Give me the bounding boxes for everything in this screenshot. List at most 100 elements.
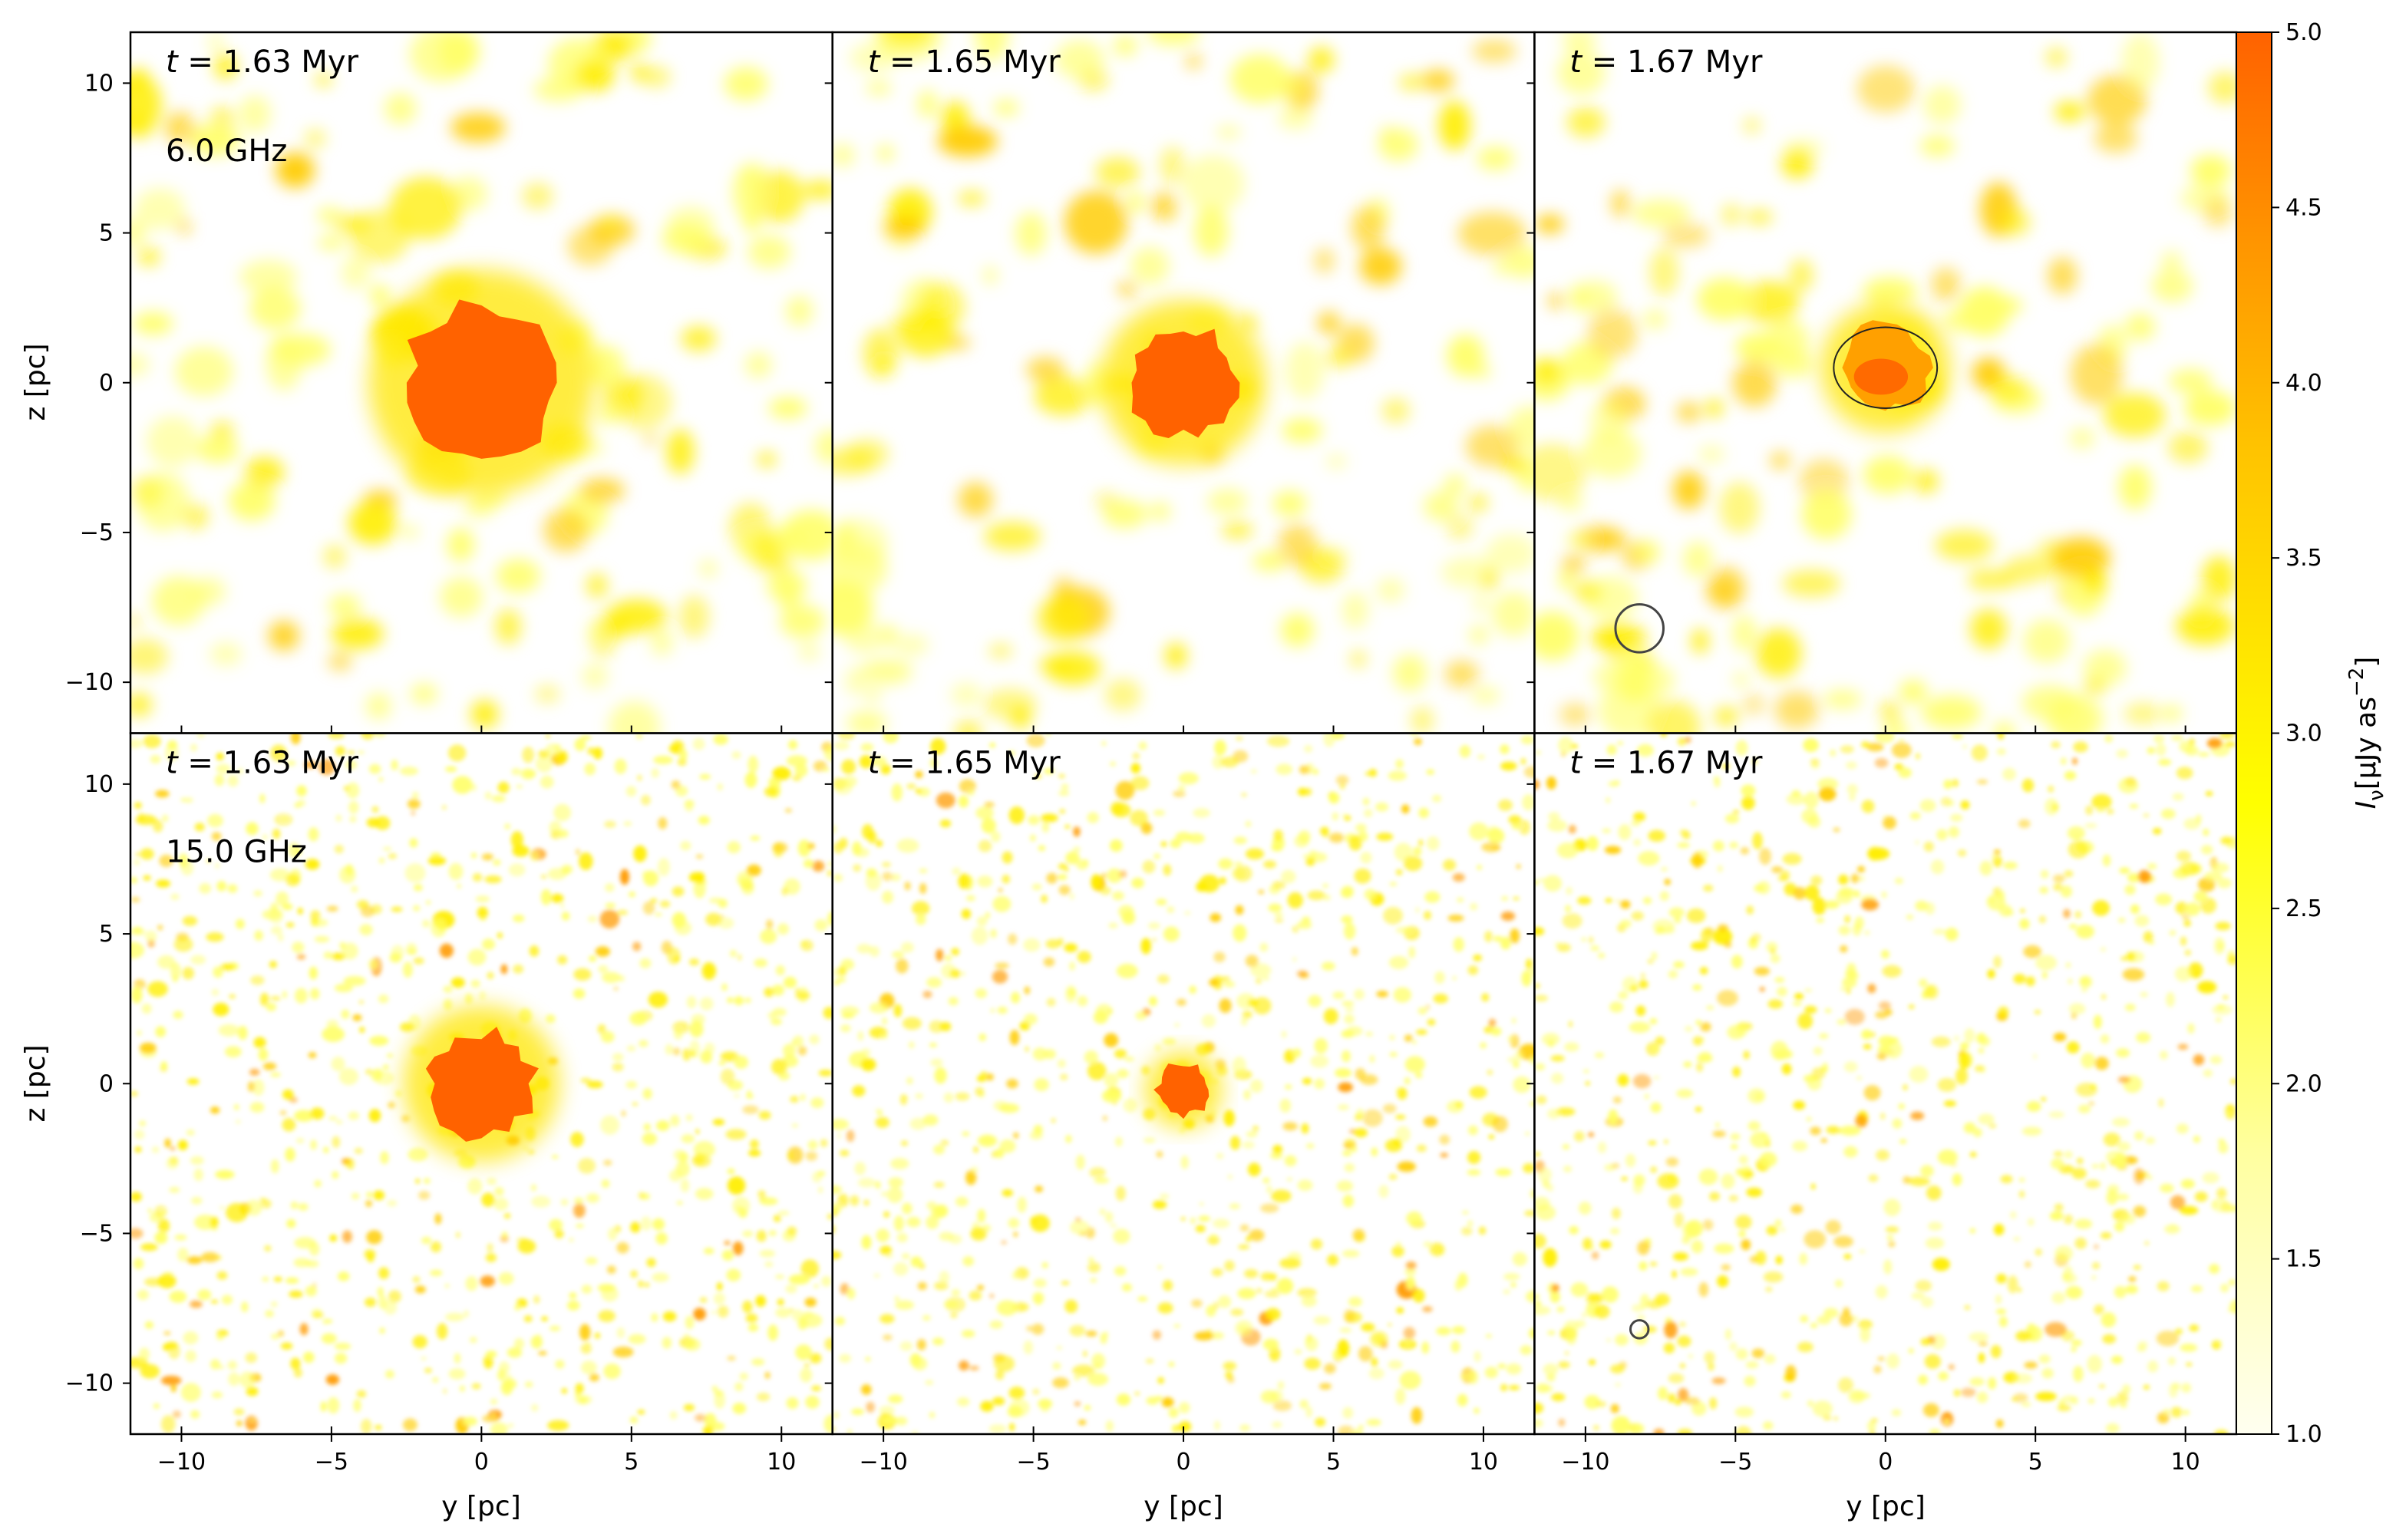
noise-speckle xyxy=(2013,1237,2021,1242)
noise-speckle xyxy=(679,748,688,762)
noise-speckle xyxy=(2133,1205,2147,1218)
noise-speckle xyxy=(786,755,807,767)
noise-speckle xyxy=(1674,1399,1681,1406)
noise-speckle xyxy=(1485,1334,1492,1338)
noise-speckle xyxy=(391,760,398,771)
noise-speckle xyxy=(168,1343,180,1360)
noise-speckle xyxy=(1526,1290,1534,1303)
noise-speckle xyxy=(1988,376,2029,404)
noise-speckle xyxy=(1002,1189,1014,1197)
noise-speckle xyxy=(1838,874,1849,885)
noise-speckle xyxy=(1389,1051,1398,1057)
noise-speckle xyxy=(929,1043,937,1047)
noise-speckle xyxy=(1393,1138,1401,1146)
noise-speckle xyxy=(804,1298,817,1308)
noise-speckle xyxy=(1038,845,1046,852)
noise-speckle xyxy=(771,984,784,996)
noise-speckle xyxy=(130,638,168,674)
noise-speckle xyxy=(270,1333,280,1340)
noise-speckle xyxy=(1823,690,1863,709)
noise-speckle xyxy=(297,799,306,807)
noise-speckle xyxy=(693,1140,715,1159)
noise-speckle xyxy=(1747,937,1759,949)
noise-speckle xyxy=(640,1216,652,1231)
noise-speckle xyxy=(1732,360,1777,407)
noise-speckle xyxy=(268,621,299,651)
noise-speckle xyxy=(254,930,263,941)
noise-speckle xyxy=(1651,951,1658,961)
x-tick-label: 0 xyxy=(474,1449,489,1476)
noise-speckle xyxy=(939,819,952,828)
noise-speckle xyxy=(2194,1191,2208,1202)
noise-speckle xyxy=(332,1171,339,1179)
noise-speckle xyxy=(667,947,681,965)
noise-speckle xyxy=(1189,985,1196,994)
noise-speckle xyxy=(244,457,285,488)
noise-speckle xyxy=(135,852,140,857)
noise-speckle xyxy=(784,808,792,813)
noise-speckle xyxy=(1343,922,1356,940)
noise-speckle xyxy=(575,1383,584,1394)
noise-speckle xyxy=(1351,1429,1364,1434)
noise-speckle xyxy=(803,180,832,200)
noise-speckle xyxy=(2021,685,2078,721)
noise-speckle xyxy=(1883,816,1896,829)
noise-speckle xyxy=(1404,1056,1425,1073)
noise-speckle xyxy=(916,788,922,794)
noise-speckle xyxy=(1115,780,1135,800)
noise-speckle xyxy=(409,838,418,848)
noise-speckle xyxy=(1660,734,1668,737)
noise-speckle xyxy=(1906,914,1914,920)
noise-speckle xyxy=(1556,943,1571,952)
noise-speckle xyxy=(711,1386,718,1392)
noise-speckle xyxy=(1035,1186,1043,1192)
noise-speckle xyxy=(188,124,240,156)
noise-speckle xyxy=(984,801,995,808)
noise-speckle xyxy=(1563,1166,1573,1172)
noise-speckle xyxy=(1230,1308,1244,1316)
noise-speckle xyxy=(693,1308,706,1321)
noise-speckle xyxy=(1535,1294,1540,1300)
noise-speckle xyxy=(2230,1078,2236,1085)
noise-speckle xyxy=(1404,1268,1417,1276)
noise-speckle xyxy=(896,1232,908,1243)
noise-speckle xyxy=(1299,765,1310,774)
noise-speckle xyxy=(1610,1228,1620,1235)
noise-speckle xyxy=(999,1139,1016,1153)
noise-speckle xyxy=(1302,1077,1312,1085)
noise-speckle xyxy=(130,218,146,248)
noise-speckle xyxy=(1546,776,1556,790)
noise-speckle xyxy=(2038,1354,2051,1364)
noise-speckle xyxy=(2102,854,2111,867)
noise-speckle xyxy=(1789,259,1814,292)
noise-speckle xyxy=(1247,1162,1261,1176)
noise-speckle xyxy=(2116,1193,2130,1201)
noise-speckle xyxy=(1503,1273,1520,1281)
noise-speckle xyxy=(1157,1377,1164,1384)
noise-speckle xyxy=(1074,1401,1081,1406)
noise-speckle xyxy=(919,882,927,895)
noise-speckle xyxy=(281,816,288,821)
noise-speckle xyxy=(292,941,305,954)
noise-speckle xyxy=(1117,282,1137,296)
noise-speckle xyxy=(1315,1417,1326,1427)
noise-speckle xyxy=(695,1129,700,1135)
noise-speckle xyxy=(1214,740,1226,756)
noise-speckle xyxy=(335,814,342,822)
noise-speckle xyxy=(1388,955,1409,970)
noise-speckle xyxy=(497,781,510,794)
noise-speckle xyxy=(1513,896,1520,901)
noise-speckle xyxy=(893,1215,904,1232)
noise-speckle xyxy=(413,957,424,965)
noise-speckle xyxy=(1745,1360,1759,1369)
noise-speckle xyxy=(1038,1399,1053,1409)
noise-speckle xyxy=(273,1276,282,1282)
noise-speckle xyxy=(1582,1238,1592,1251)
noise-speckle xyxy=(2176,1123,2189,1134)
noise-speckle xyxy=(296,954,306,960)
noise-speckle xyxy=(421,1236,432,1245)
noise-speckle xyxy=(1853,890,1860,898)
noise-speckle xyxy=(995,1370,1005,1380)
noise-speckle xyxy=(1661,867,1668,872)
noise-speckle xyxy=(1221,522,1253,539)
